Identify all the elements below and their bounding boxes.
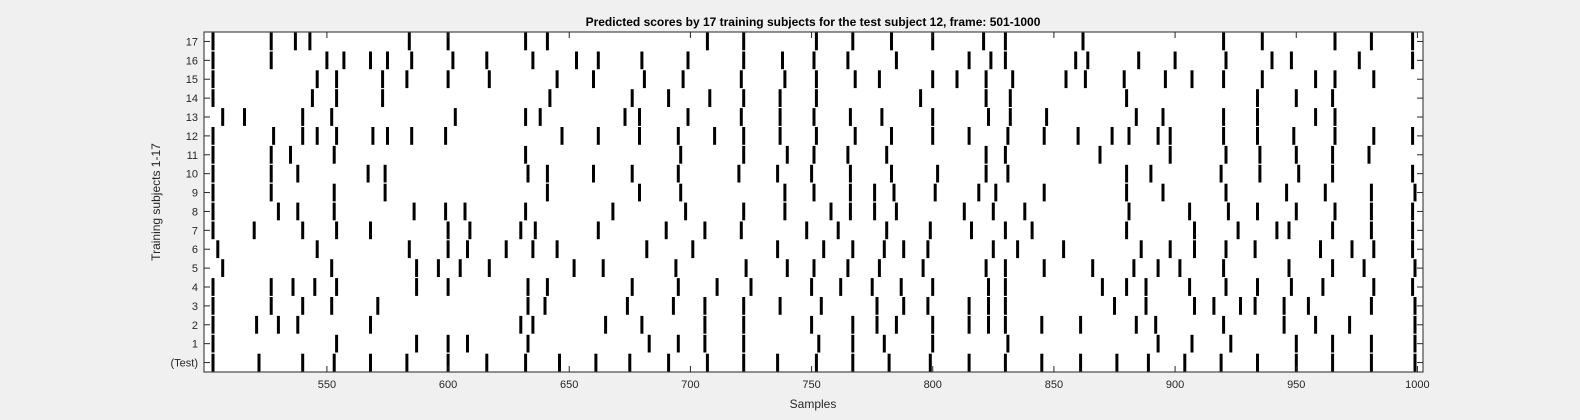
x-tick-label-850: 850: [1045, 379, 1063, 391]
y-tick-label-17: 17: [186, 36, 198, 48]
y-tick-label-1: 1: [192, 339, 198, 351]
y-tick-label-12: 12: [186, 131, 198, 143]
y-tick-label-11: 11: [187, 150, 198, 162]
y-tick-label-3: 3: [192, 301, 198, 313]
x-tick-label-550: 550: [318, 379, 336, 391]
y-tick-label-0: (Test): [171, 358, 199, 370]
y-tick-label-16: 16: [186, 55, 198, 67]
x-tick-label-600: 600: [439, 379, 457, 391]
x-tick-label-650: 650: [560, 379, 578, 391]
y-tick-label-10: 10: [186, 169, 198, 181]
y-tick-label-5: 5: [192, 263, 198, 275]
chart-title: Predicted scores by 17 training subjects…: [586, 15, 1041, 29]
axis-ticks: 550 600 650 700 750 800 850 900 950 1000(Test)123…: [171, 32, 1430, 391]
x-tick-label-900: 900: [1166, 379, 1184, 391]
x-tick-label-700: 700: [681, 379, 699, 391]
y-axis-label: Training subjects 1-17: [149, 143, 163, 261]
plot-area: [204, 32, 1423, 372]
y-tick-label-7: 7: [192, 225, 198, 237]
y-tick-label-6: 6: [192, 244, 198, 256]
x-axis-label: Samples: [790, 397, 837, 411]
y-tick-label-2: 2: [192, 320, 198, 332]
x-tick-label-950: 950: [1287, 379, 1305, 391]
y-tick-label-8: 8: [192, 206, 198, 218]
x-tick-label-750: 750: [802, 379, 820, 391]
y-tick-label-4: 4: [192, 282, 198, 294]
event-marks: [211, 32, 1417, 372]
y-tick-label-14: 14: [186, 93, 198, 105]
axes-box: [203, 31, 1424, 373]
y-tick-label-9: 9: [192, 188, 198, 200]
y-tick-label-15: 15: [186, 74, 198, 86]
y-tick-label-13: 13: [186, 112, 198, 124]
x-tick-label-800: 800: [924, 379, 942, 391]
x-tick-label-1000: 1000: [1405, 379, 1429, 391]
